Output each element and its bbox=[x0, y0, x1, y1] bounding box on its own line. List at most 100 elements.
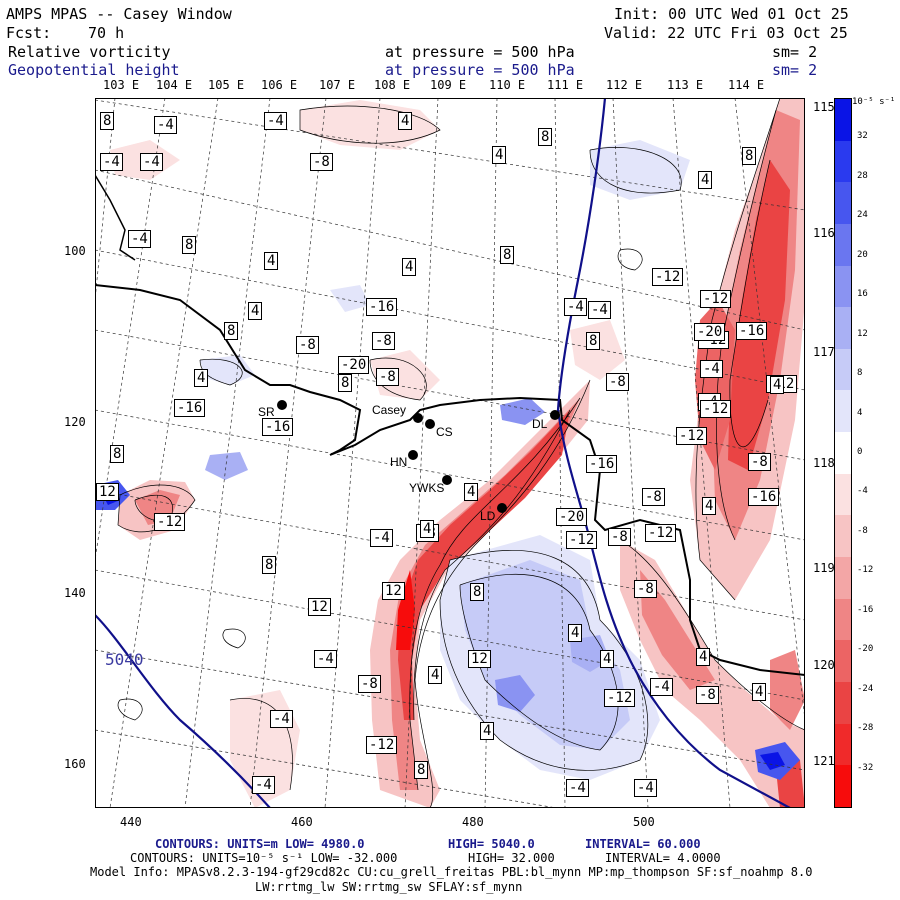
colorbar-tick-label: -24 bbox=[857, 683, 874, 694]
lon-label-top: 108 E bbox=[374, 78, 411, 92]
vorticity-contour-label: -8 bbox=[376, 368, 399, 386]
colorbar-swatch bbox=[835, 182, 851, 224]
vorticity-contour-label: -12 bbox=[366, 736, 398, 754]
forecast-label: Fcst: bbox=[6, 24, 52, 42]
vorticity-contour-label: 4 bbox=[770, 376, 785, 394]
vorticity-contour-label: -12 bbox=[700, 290, 732, 308]
height-contour-high: HIGH= 5040.0 bbox=[448, 837, 535, 851]
vorticity-contour-label: -16 bbox=[736, 322, 768, 340]
vorticity-contour-label: 4 bbox=[702, 497, 717, 515]
vorticity-contour-label: 4 bbox=[480, 722, 495, 740]
vorticity-contour-label: 4 bbox=[264, 252, 279, 270]
vorticity-contour-label: -16 bbox=[174, 399, 206, 417]
vorticity-contour-label: -4 bbox=[100, 153, 123, 171]
lon-label-top: 106 E bbox=[261, 78, 298, 92]
vorticity-contour-label: 8 bbox=[110, 445, 125, 463]
field1-level: at pressure = 500 hPa bbox=[385, 43, 575, 61]
vorticity-contour-label: 4 bbox=[402, 258, 417, 276]
vorticity-contour-label: 4 bbox=[428, 666, 443, 684]
vorticity-contour-label: 4 bbox=[398, 112, 413, 130]
colorbar-tick-label: 28 bbox=[857, 170, 868, 181]
station-marker bbox=[550, 410, 560, 420]
model-info-physics: LW:rrtmg_lw SW:rrtmg_sw SFLAY:sf_mynn bbox=[255, 880, 523, 894]
colorbar-tick-label: 4 bbox=[857, 407, 863, 418]
field1-name: Relative vorticity bbox=[8, 43, 171, 61]
vorticity-contour-label: -20 bbox=[338, 356, 370, 374]
vorticity-contour-label: 4 bbox=[696, 648, 711, 666]
colorbar-tick-label: -28 bbox=[857, 723, 874, 734]
colorbar-swatch bbox=[835, 557, 851, 599]
vorticity-contour-label: 8 bbox=[586, 332, 601, 350]
lon-label-top: 104 E bbox=[156, 78, 193, 92]
vorticity-contour-label: 4 bbox=[752, 683, 767, 701]
vorticity-contour-label: 4 bbox=[698, 171, 713, 189]
vorticity-contour-label: -4 bbox=[264, 112, 287, 130]
colorbar-tick-label: 16 bbox=[857, 289, 868, 300]
vorticity-contour-label: -12 bbox=[154, 513, 186, 531]
lon-label-top: 103 E bbox=[103, 78, 140, 92]
lon-label-top: 111 E bbox=[547, 78, 584, 92]
height-contour-info: CONTOURS: UNITS=m LOW= 4980.0 bbox=[155, 837, 365, 851]
lon-label-top: 112 E bbox=[606, 78, 643, 92]
vorticity-contour-label: 4 bbox=[420, 520, 435, 538]
station-marker bbox=[277, 400, 287, 410]
vorticity-contour-label: 4 bbox=[600, 650, 615, 668]
colorbar-swatch bbox=[835, 140, 851, 183]
vorticity-contour-label: -4 bbox=[588, 301, 611, 319]
station-label: SR bbox=[258, 405, 275, 419]
lon-label-top: 109 E bbox=[430, 78, 467, 92]
vorticity-contour-high: HIGH= 32.000 bbox=[468, 851, 555, 865]
vorticity-contour-label: -4 bbox=[270, 710, 293, 728]
vorticity-contour-label: -4 bbox=[634, 779, 657, 797]
colorbar-swatch bbox=[835, 765, 851, 807]
vorticity-contour-label: -4 bbox=[154, 116, 177, 134]
y-axis-label: 100 bbox=[64, 244, 86, 258]
colorbar-units: 10⁻⁵ s⁻¹ bbox=[852, 97, 896, 107]
field2-smoothing: sm= 2 bbox=[772, 61, 818, 79]
vorticity-contour-label: -12 bbox=[604, 689, 636, 707]
vorticity-contour-label: -12 bbox=[700, 400, 732, 418]
vorticity-contour-label: 8 bbox=[470, 583, 485, 601]
colorbar-swatch bbox=[835, 307, 851, 349]
colorbar-tick-label: 8 bbox=[857, 368, 863, 379]
vorticity-contour-label: 12 bbox=[308, 598, 331, 616]
vorticity-contour-label: -8 bbox=[372, 332, 395, 350]
station-label: YWKS bbox=[409, 481, 445, 495]
colorbar-tick-label: 20 bbox=[857, 249, 868, 260]
y-axis-label: 120 bbox=[64, 415, 86, 429]
colorbar-tick-label: -4 bbox=[857, 486, 868, 497]
vorticity-contour-label: -16 bbox=[262, 418, 294, 436]
vorticity-contour-label: -4 bbox=[252, 776, 275, 794]
colorbar-swatch bbox=[835, 681, 851, 724]
vorticity-contour-label: -8 bbox=[748, 453, 771, 471]
lon-label-top: 107 E bbox=[319, 78, 356, 92]
y-axis-label: 160 bbox=[64, 757, 86, 771]
vorticity-contour-label: 8 bbox=[414, 761, 429, 779]
graticule bbox=[95, 98, 805, 808]
colorbar-tick-label: 24 bbox=[857, 210, 868, 221]
vorticity-contour-label: 8 bbox=[338, 374, 353, 392]
lon-label-top: 110 E bbox=[489, 78, 526, 92]
vorticity-contour-label: 4 bbox=[568, 624, 583, 642]
colorbar-swatch bbox=[835, 640, 851, 682]
vorticity-contour-label: 8 bbox=[500, 246, 515, 264]
vorticity-contour-label: 12 bbox=[382, 582, 405, 600]
colorbar-tick-label: -16 bbox=[857, 604, 874, 615]
vorticity-contour-label: -8 bbox=[310, 153, 333, 171]
vorticity-contour-label: 12 bbox=[96, 483, 119, 501]
field2-level: at pressure = 500 hPa bbox=[385, 61, 575, 79]
model-info: Model Info: MPASv8.2.3-194-gf29cd82c CU:… bbox=[90, 865, 813, 879]
vorticity-contour-label: 8 bbox=[538, 128, 553, 146]
vorticity-contour-label: -4 bbox=[370, 529, 393, 547]
vorticity-contour-label: -4 bbox=[314, 650, 337, 668]
vorticity-contour-label: -12 bbox=[566, 531, 598, 549]
field1-smoothing: sm= 2 bbox=[772, 43, 818, 61]
station-label: HN bbox=[390, 455, 408, 469]
forecast-hour: 70 h bbox=[88, 24, 125, 42]
vorticity-map bbox=[95, 98, 805, 808]
height-contour-interval: INTERVAL= 60.000 bbox=[585, 837, 701, 851]
coastline bbox=[95, 284, 805, 676]
vorticity-contour-label: -16 bbox=[748, 488, 780, 506]
vorticity-contour-label: -16 bbox=[586, 455, 618, 473]
colorbar-tick-label: -12 bbox=[857, 565, 874, 576]
